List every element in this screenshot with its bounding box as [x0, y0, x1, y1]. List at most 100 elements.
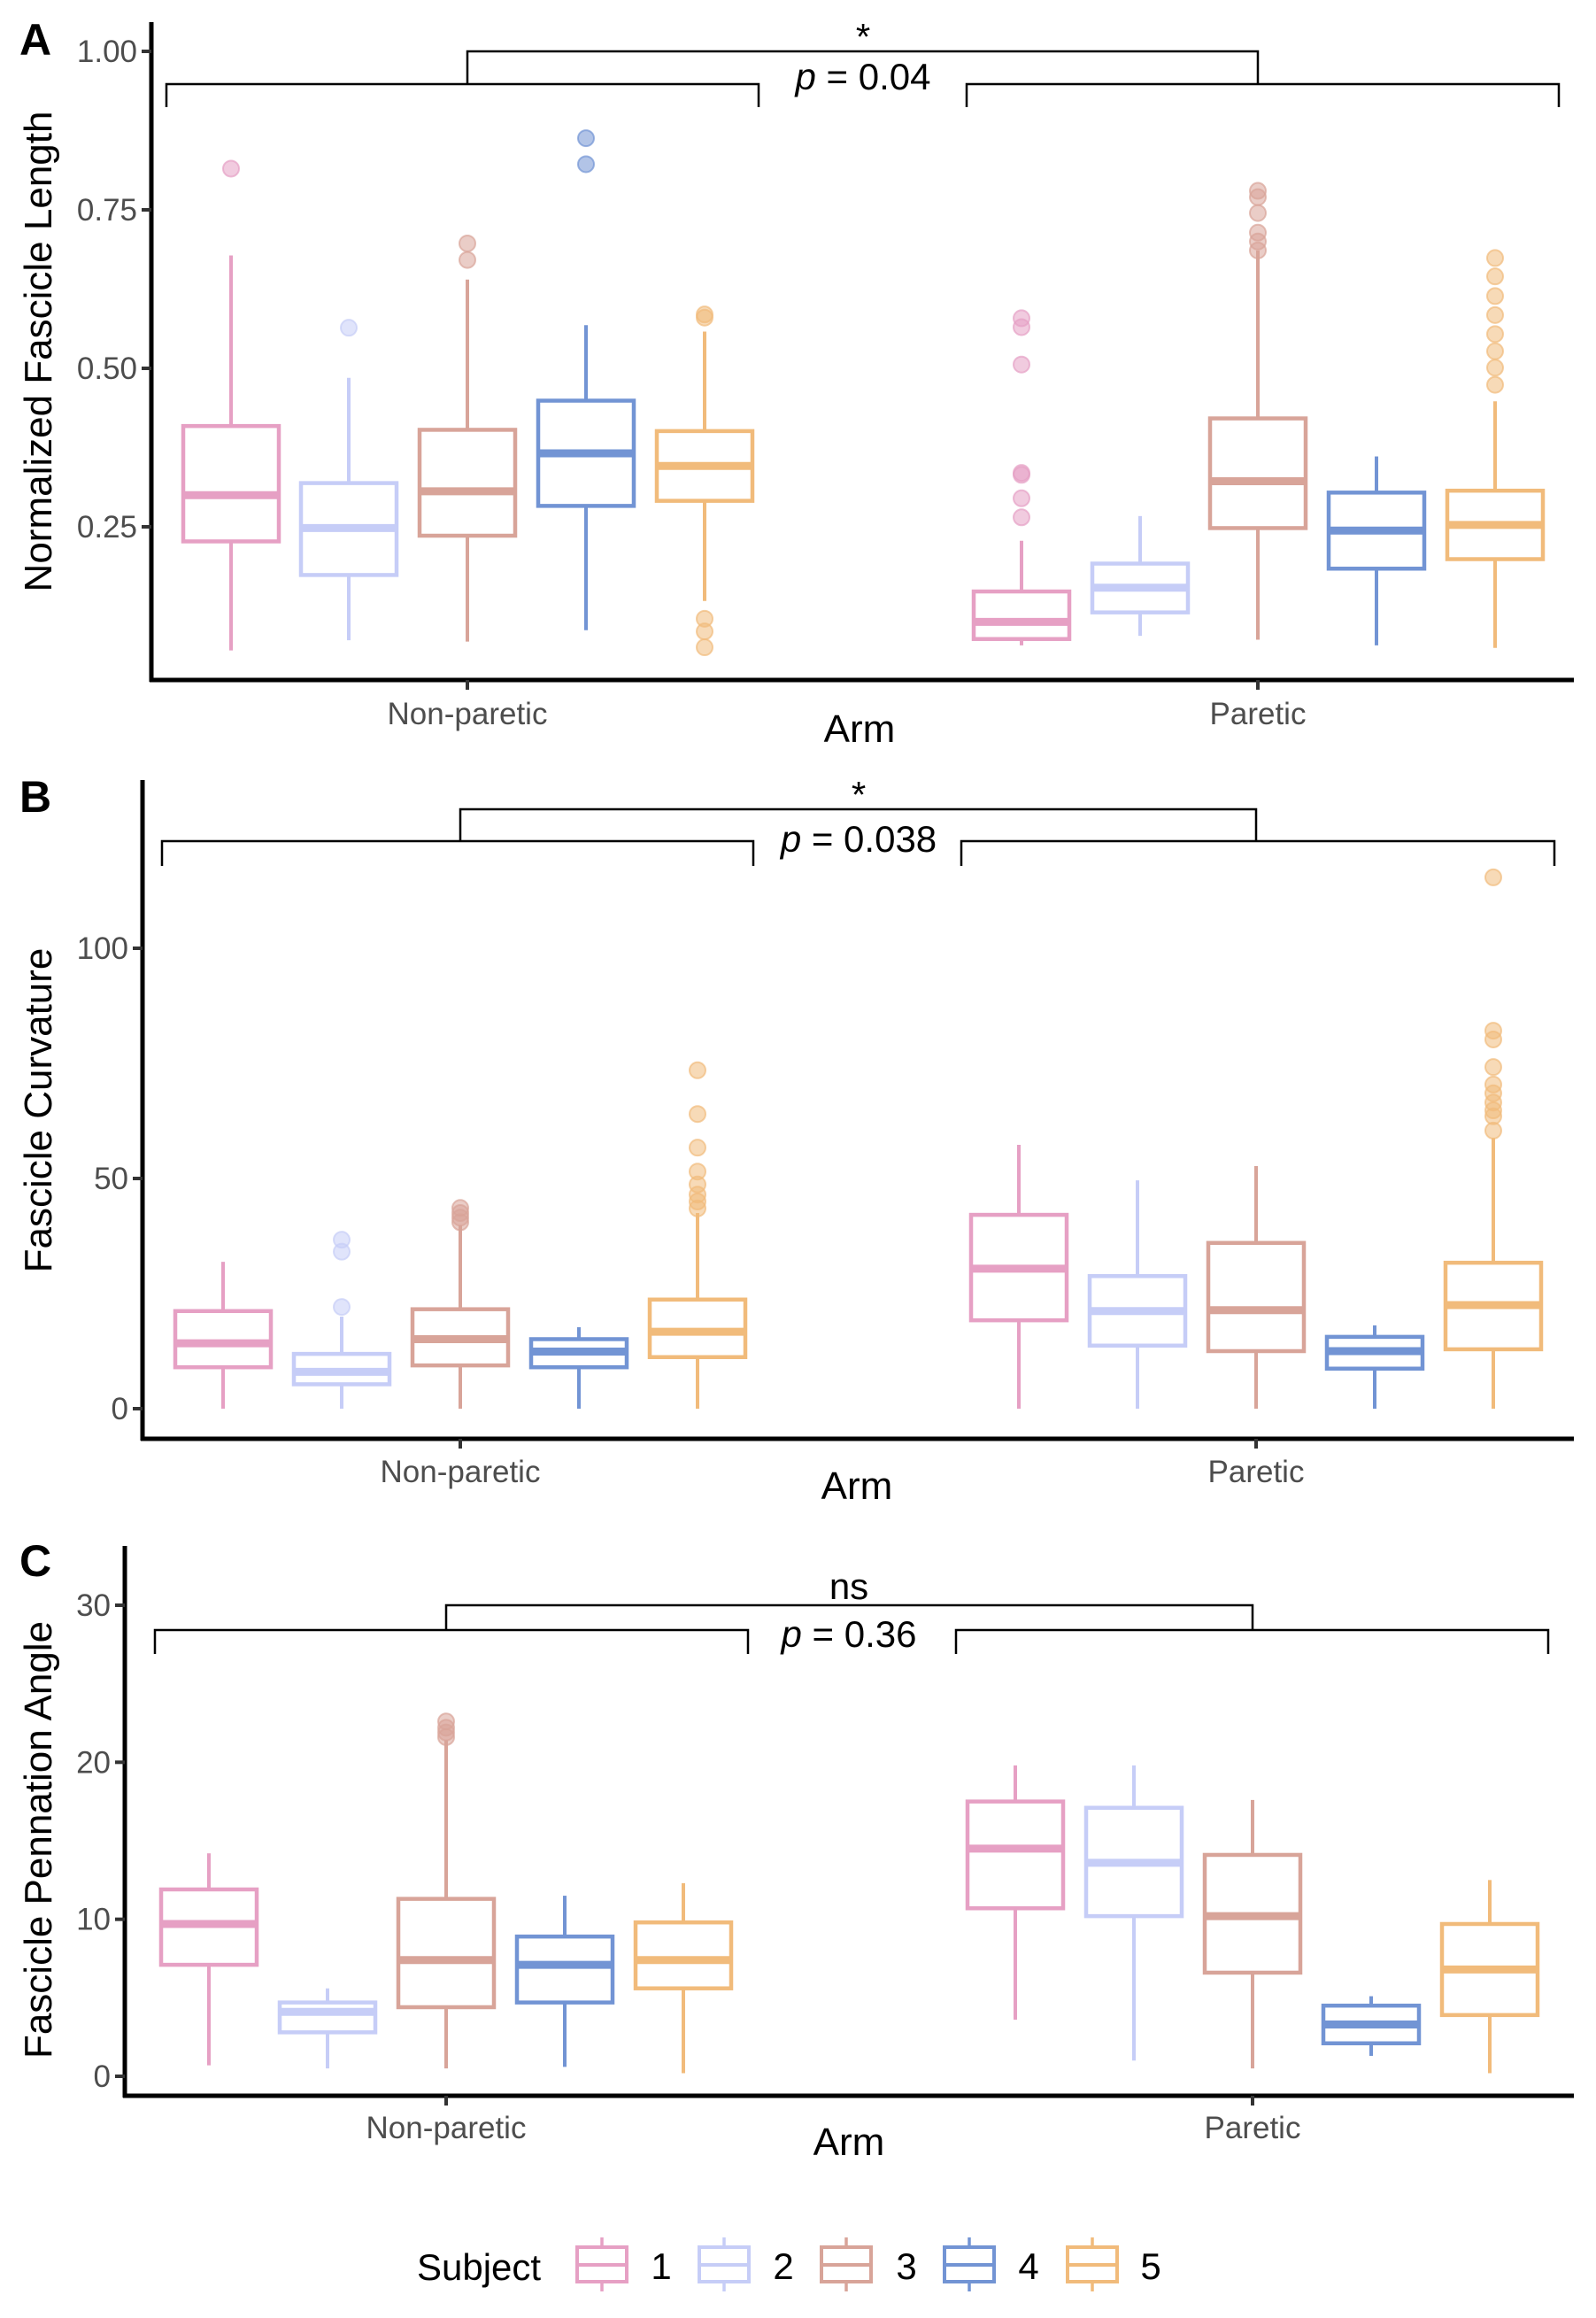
bracket-group-nonparetic	[165, 82, 760, 107]
p-value-text-b: = 0.038	[801, 818, 937, 860]
boxplot-subject-5-paretic	[1445, 249, 1546, 648]
outlier-point	[333, 1231, 351, 1249]
outlier-point	[1249, 204, 1267, 222]
y-tick-label-a: 0.50	[77, 352, 137, 386]
bracket-group-nonparetic	[153, 1628, 750, 1654]
bracket-group-paretic	[965, 82, 1561, 107]
boxplot-subject-1-nonparetic	[173, 1262, 274, 1409]
significance-label-b: *	[852, 774, 866, 815]
outlier-point	[1249, 223, 1267, 242]
y-tick-label-c: 0	[94, 2059, 111, 2094]
y-axis-title-b: Fascicle Curvature	[17, 948, 60, 1273]
iqr-box	[965, 1799, 1066, 1911]
outlier-point	[1486, 325, 1504, 344]
boxplot-subject-1-nonparetic	[158, 1853, 259, 2066]
x-tick-label-paretic-a: Paretic	[1210, 697, 1307, 731]
y-tick-label-c: 30	[76, 1588, 111, 1623]
x-axis-title-a: Arm	[824, 707, 896, 751]
outlier-point	[222, 159, 240, 178]
boxplot-subject-2-nonparetic	[277, 1988, 378, 2069]
iqr-box	[633, 1920, 734, 1990]
outlier-point	[577, 129, 595, 148]
y-tick-label-a: 1.00	[77, 35, 137, 69]
boxplot-subject-4-nonparetic	[536, 129, 636, 630]
iqr-box	[173, 1309, 274, 1370]
outlier-point	[1013, 508, 1030, 527]
iqr-box	[277, 2000, 378, 2035]
boxplot-subject-3-paretic	[1206, 1165, 1307, 1409]
significance-bracket-b	[160, 807, 1556, 866]
outlier-point	[1486, 267, 1504, 286]
outlier-point	[437, 1712, 455, 1731]
outlier-point	[1484, 1075, 1502, 1093]
y-axis-title-a: Normalized Fascicle Length	[17, 112, 60, 592]
panel-label-c: C	[19, 1536, 51, 1586]
boxplot-subject-2-paretic	[1083, 1765, 1184, 2061]
boxplot-subject-5-nonparetic	[647, 1061, 748, 1409]
outlier-point	[1013, 309, 1030, 328]
boxplot-subject-3-paretic	[1207, 182, 1308, 640]
legend-label: 4	[1018, 2245, 1038, 2287]
y-tick-label-c: 10	[76, 1903, 111, 1937]
legend-title: Subject	[417, 2246, 541, 2288]
outlier-point	[696, 609, 713, 628]
x-tick-label-paretic-c: Paretic	[1205, 2111, 1301, 2145]
significance-label-a: *	[856, 16, 870, 58]
bracket-group-paretic	[954, 1628, 1550, 1654]
panel-label-a: A	[19, 15, 51, 65]
legend-key-subject-5: 5	[1066, 2237, 1161, 2291]
panel-label-b: B	[19, 772, 51, 822]
significance-bracket-a	[165, 50, 1561, 107]
outlier-point	[451, 1199, 469, 1217]
legend-key-subject-2: 2	[698, 2237, 794, 2291]
significance-label-c: ns	[829, 1565, 868, 1607]
boxplot-subject-2-paretic	[1087, 1180, 1188, 1409]
boxplot-subject-5-nonparetic	[654, 305, 755, 657]
p-symbol-a: p	[794, 56, 816, 97]
outlier-point	[1013, 355, 1030, 374]
boxplot-subject-4-paretic	[1324, 1325, 1425, 1409]
legend-keys: 1 2 3 4 5	[575, 2237, 1161, 2291]
boxplot-subject-3-nonparetic	[396, 1712, 497, 2069]
iqr-box	[181, 423, 281, 544]
iqr-box	[1206, 1240, 1307, 1354]
outlier-point	[1486, 342, 1504, 360]
outlier-point	[333, 1298, 351, 1317]
outlier-point	[1486, 249, 1504, 267]
boxplot-subject-4-paretic	[1326, 456, 1427, 645]
bracket-connector	[444, 1603, 1254, 1630]
boxplot-subject-3-nonparetic	[417, 234, 518, 642]
outlier-point	[1486, 375, 1504, 394]
x-tick-label-nonparetic-c: Non-paretic	[366, 2111, 527, 2145]
outlier-point	[1484, 1022, 1502, 1040]
legend-label: 2	[773, 2245, 793, 2287]
x-axis-title-c: Arm	[813, 2121, 885, 2164]
p-value-label-c: p = 0.36	[780, 1613, 917, 1655]
outlier-point	[340, 319, 358, 337]
boxplot-subject-2-paretic	[1090, 515, 1191, 637]
boxplot-subject-2-nonparetic	[298, 319, 399, 641]
legend-key-subject-3: 3	[820, 2237, 917, 2291]
y-tick-label-a: 0.75	[77, 193, 137, 228]
boxplot-subject-1-nonparetic	[181, 159, 281, 651]
plot-area-a: 0.25 0.50 0.75 1.00	[77, 22, 1574, 690]
boxplot-subject-5-paretic	[1439, 1880, 1540, 2074]
boxplot-subject-1-paretic	[968, 1145, 1069, 1409]
legend: Subject 1 2 3 4 5	[417, 2237, 1161, 2291]
bracket-group-paretic	[960, 839, 1556, 866]
p-symbol-c: p	[780, 1613, 802, 1655]
outlier-point	[689, 1105, 706, 1124]
boxplot-subject-5-nonparetic	[633, 1882, 734, 2074]
p-value-label-a: p = 0.04	[794, 56, 931, 97]
outlier-point	[689, 1061, 706, 1079]
outlier-point	[689, 1163, 706, 1181]
x-tick-label-paretic-b: Paretic	[1208, 1455, 1305, 1489]
boxplot-subject-4-nonparetic	[528, 1326, 629, 1409]
outlier-point	[1013, 489, 1030, 507]
outlier-point	[1486, 359, 1504, 377]
outlier-point	[1484, 1058, 1502, 1077]
outlier-point	[1486, 305, 1504, 324]
bracket-connector	[466, 50, 1260, 84]
y-tick-label-b: 50	[94, 1162, 128, 1196]
